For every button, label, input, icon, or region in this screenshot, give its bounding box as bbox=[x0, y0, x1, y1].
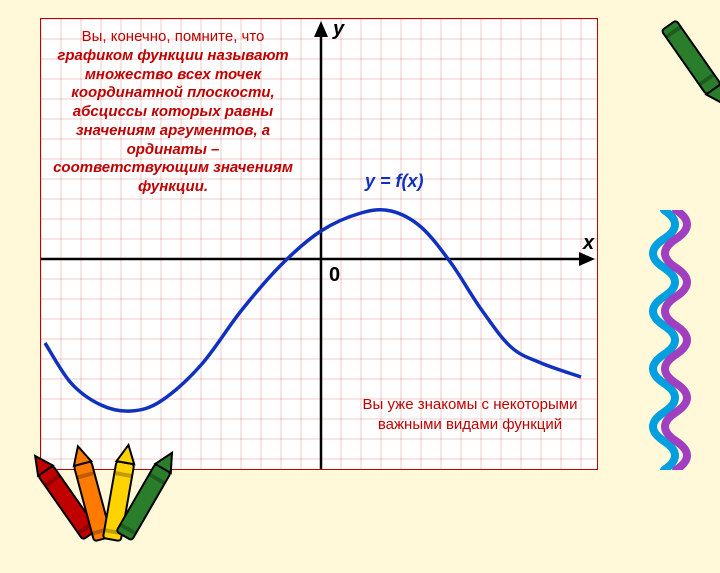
note-text-content: Вы уже знакомы с некоторыми важными вида… bbox=[363, 396, 578, 433]
intro-text-definition: графиком функции называют множество всех… bbox=[53, 47, 293, 195]
svg-text:y = f(x): y = f(x) bbox=[364, 171, 424, 191]
crayons-bottom-left bbox=[25, 438, 205, 573]
crayons-bl-svg bbox=[25, 438, 205, 568]
squiggle-svg bbox=[640, 210, 700, 470]
crayon-top-right bbox=[626, 0, 720, 135]
svg-text:y: y bbox=[332, 19, 345, 40]
intro-text-line1: Вы, конечно, помните, что bbox=[82, 28, 265, 45]
intro-text: Вы, конечно, помните, что графиком функц… bbox=[48, 28, 298, 197]
svg-text:0: 0 bbox=[329, 264, 340, 286]
svg-text:x: x bbox=[582, 232, 595, 254]
note-text: Вы уже знакомы с некоторыми важными вида… bbox=[345, 395, 595, 434]
crayon-tr-svg bbox=[626, 0, 720, 130]
squiggle-right bbox=[640, 210, 700, 475]
